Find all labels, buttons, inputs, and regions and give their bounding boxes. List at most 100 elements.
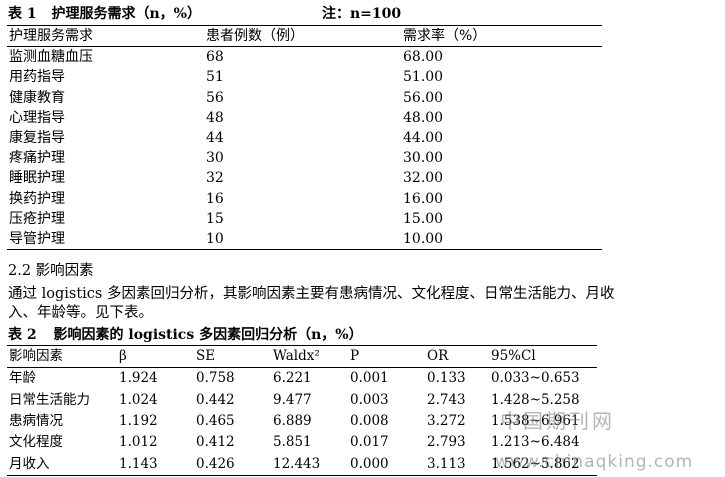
table1-cell: 56.00: [403, 89, 444, 106]
table2-row: 患病情况 1.192 0.465 6.889 0.008 3.272 1.538~6.961: [7, 411, 597, 432]
table2-header-row: 影响因素 β SE Waldx² P OR 95%Cl: [7, 345, 597, 369]
watermark-line2: www.chinaqking.com: [495, 452, 694, 472]
table2-cell: 月收入: [9, 455, 50, 472]
table1-cell: 换药护理: [9, 190, 65, 207]
table2-header-cell: 95%Cl: [489, 345, 597, 369]
table2-row: 月收入 1.143 0.426 12.443 0.000 3.113 1.562~5.862: [7, 453, 597, 475]
table2-cell: 0.465: [196, 413, 235, 430]
table2-header-cell: Waldx²: [271, 345, 348, 369]
table1-cell: 心理指导: [9, 109, 65, 126]
table2-cell: 日常生活能力: [9, 391, 90, 408]
table2-cell: 0.001: [350, 370, 389, 387]
table2-cell: 1.538~6.961: [491, 413, 580, 430]
table1-cell: 疼痛护理: [9, 150, 65, 167]
table2-cell: 0.017: [350, 434, 389, 451]
table2-cell: 1.428~5.258: [491, 391, 580, 408]
section-paragraph-line1: 通过 logistics 多因素回归分析，其影响因素主要有患病情况、文化程度、日…: [8, 286, 615, 302]
table2-cell: 1.562~5.862: [491, 455, 580, 472]
table1-cell: 51: [206, 69, 224, 86]
table2-caption-title: 影响因素的 logistics 多因素回归分析（n，%）: [53, 327, 363, 343]
table1-cell: 68.00: [403, 49, 444, 66]
section-paragraph-line2: 入、年龄等。见下表。: [8, 305, 153, 321]
table2-cell: 0.003: [350, 391, 389, 408]
table2-cell: 3.272: [427, 413, 466, 430]
table2-cell: 5.851: [273, 434, 312, 451]
table1-cell: 睡眠护理: [9, 170, 65, 187]
table2-cell: 6.221: [273, 370, 312, 387]
table1-row: 监测血糖血压 68 68.00: [7, 47, 602, 68]
table1-cell: 44: [206, 130, 224, 147]
table2-cell: 患病情况: [9, 413, 63, 430]
table1-row: 康复指导 44 44.00: [7, 128, 602, 148]
table1-cell: 10.00: [403, 230, 444, 247]
table1-cell: 30.00: [403, 150, 444, 167]
table2-cell: 0.008: [350, 413, 389, 430]
table1-header-cell: 需求率（%）: [401, 25, 602, 48]
table2-cell: 0.442: [196, 391, 235, 408]
table1-cell: 监测血糖血压: [9, 49, 93, 66]
table2-header-cell: 影响因素: [7, 345, 117, 369]
table2-cell: 1.143: [119, 455, 158, 472]
table1-cell: 康复指导: [9, 130, 65, 147]
table1-cell: 30: [206, 150, 224, 167]
table2-cell: 0.758: [196, 370, 235, 387]
table2-cell: 1.924: [119, 370, 158, 387]
table2-cell: 2.793: [427, 434, 466, 451]
table2-header-cell: OR: [425, 345, 489, 369]
table1-cell: 56: [206, 89, 224, 106]
table2-cell: 1.024: [119, 391, 158, 408]
table1-header-row: 护理服务需求 患者例数（例） 需求率（%）: [7, 25, 602, 48]
table2-cell: 0.412: [196, 434, 235, 451]
table1-cell: 48.00: [403, 109, 444, 126]
table1-cell: 15: [206, 210, 224, 227]
table1-row: 疼痛护理 30 30.00: [7, 148, 602, 168]
table2: 影响因素 β SE Waldx² P OR 95%Cl 年龄 1.924 0.758…: [7, 345, 597, 476]
table1-cell: 健康教育: [9, 89, 65, 106]
table2-cell: 0.426: [196, 455, 235, 472]
table2-cell: 2.743: [427, 391, 466, 408]
table1-cell: 10: [206, 230, 224, 247]
table1-cell: 导管护理: [9, 230, 65, 247]
table2-cell: 年龄: [9, 370, 36, 387]
table2-cell: 1.192: [119, 413, 158, 430]
table2-cell: 1.213~6.484: [491, 434, 580, 451]
watermark-line1: 中国期刊网: [500, 409, 615, 433]
table2-cell: 9.477: [273, 391, 312, 408]
table1-row: 健康教育 56 56.00: [7, 88, 602, 108]
table1-cell: 压疮护理: [9, 210, 65, 227]
table2-row: 日常生活能力 1.024 0.442 9.477 0.003 2.743 1.428~5.2…: [7, 390, 597, 411]
table2-cell: 0.133: [427, 370, 466, 387]
table2-cell: 3.113: [427, 455, 466, 472]
table2-cell: 1.012: [119, 434, 158, 451]
table1-cell: 68: [206, 49, 224, 66]
table2-header-cell: SE: [194, 345, 271, 369]
table1-row: 睡眠护理 32 32.00: [7, 168, 602, 188]
section-heading: 2.2 影响因素: [8, 263, 94, 279]
table1-cell: 16.00: [403, 190, 444, 207]
table1-header-cell: 护理服务需求: [7, 25, 204, 48]
table1-row: 用药指导 51 51.00: [7, 67, 602, 87]
table1-caption-title: 护理服务需求（n，%）: [51, 6, 201, 22]
table1-note: 注：n=100: [322, 6, 402, 22]
table2-caption-label: 表 2: [8, 327, 37, 343]
table2-cell: 6.889: [273, 413, 312, 430]
table1-cell: 44.00: [403, 130, 444, 147]
table2-cell: 0.033~0.653: [491, 370, 580, 387]
table1-header-cell: 患者例数（例）: [204, 25, 401, 48]
table2-header-cell: β: [117, 345, 194, 369]
table2-cell: 0.000: [350, 455, 389, 472]
table1-cell: 16: [206, 190, 224, 207]
table1-row: 压疮护理 15 15.00: [7, 209, 602, 229]
table1-caption: 表 1 护理服务需求（n，%）: [8, 3, 201, 23]
table1-cell: 32.00: [403, 170, 444, 187]
table1: 护理服务需求 患者例数（例） 需求率（%） 监测血糖血压 68 68.00 用药指导 5…: [7, 25, 602, 251]
table2-cell: 12.443: [273, 455, 321, 472]
table2-row: 文化程度 1.012 0.412 5.851 0.017 2.793 1.213~6.484: [7, 432, 597, 453]
table2-cell: 文化程度: [9, 434, 63, 451]
table1-row: 换药护理 16 16.00: [7, 189, 602, 209]
table1-cell: 15.00: [403, 210, 444, 227]
table2-header-cell: P: [348, 345, 425, 369]
table1-cell: 48: [206, 109, 224, 126]
table1-cell: 51.00: [403, 69, 444, 86]
table1-caption-label: 表 1: [8, 6, 37, 22]
